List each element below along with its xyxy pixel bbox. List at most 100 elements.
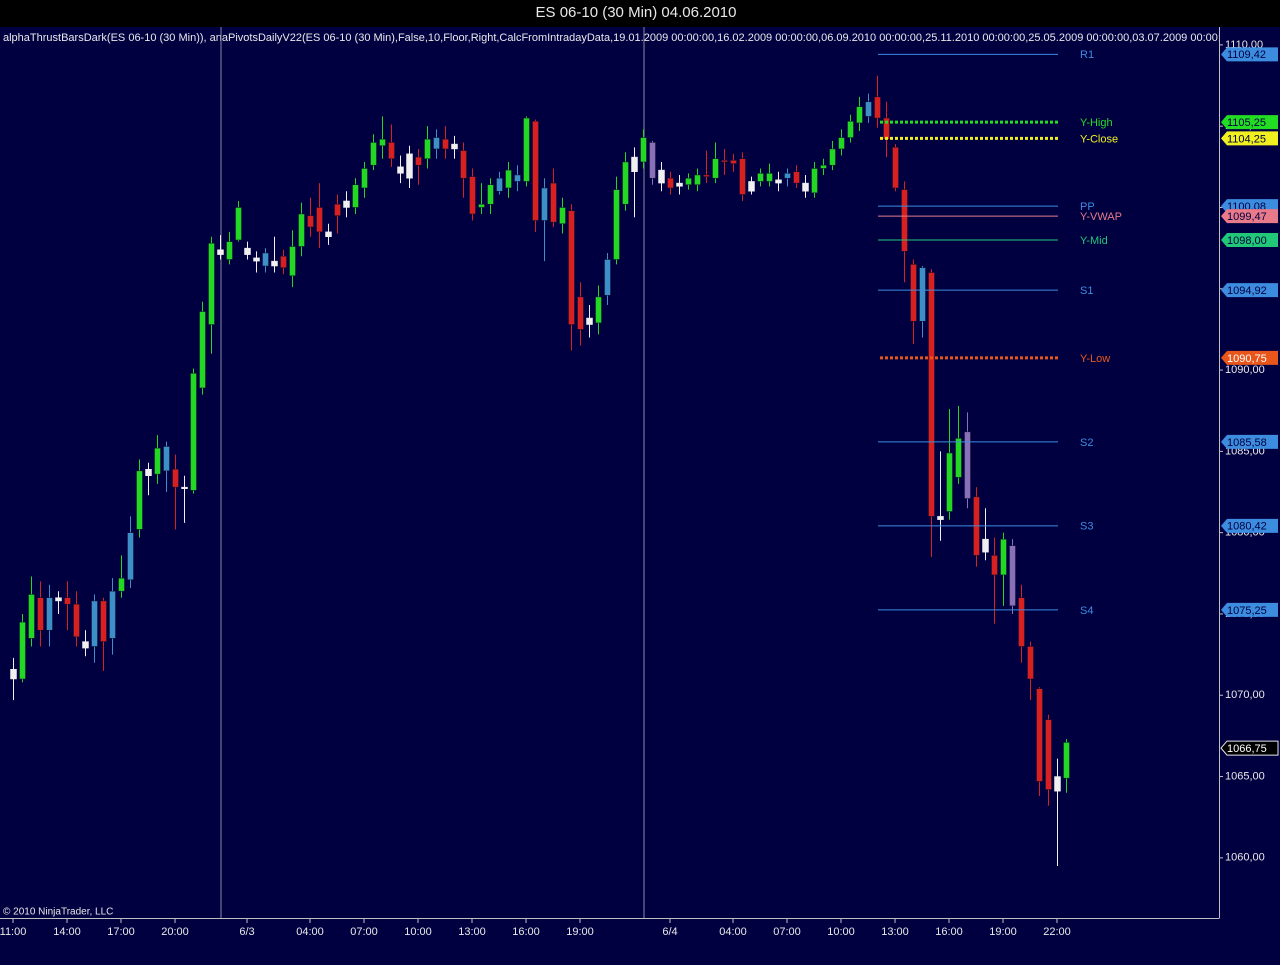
candle-body (379, 138, 386, 146)
x-tick-label: 07:00 (350, 926, 378, 938)
candle-body (1063, 742, 1070, 779)
candle-body (829, 148, 836, 166)
candle-body (298, 213, 305, 247)
price-tag-label: 1105,25 (1227, 117, 1266, 129)
price-tag (1221, 518, 1278, 533)
candle-body (244, 247, 251, 255)
candle-body (577, 296, 584, 330)
candle-body (568, 210, 575, 325)
candle-body (262, 252, 269, 267)
candle-body (964, 431, 971, 499)
candle-body (604, 259, 611, 296)
price-tag-label: 1075,25 (1227, 605, 1267, 617)
candle-body (982, 538, 989, 553)
price-tag (1221, 209, 1278, 224)
candle-body (190, 373, 197, 491)
candle-body (478, 203, 485, 208)
candle-body (199, 311, 206, 389)
candle-body (100, 600, 107, 642)
candle-body (649, 142, 656, 179)
candle-body (811, 168, 818, 194)
price-tag-label: 1109,42 (1227, 49, 1266, 61)
price-tag (1221, 434, 1278, 449)
price-tag-label: 1085,58 (1227, 437, 1267, 449)
x-tick-label: 04:00 (296, 926, 324, 938)
candle-body (532, 121, 539, 221)
candle-body (910, 264, 917, 322)
candle-body (271, 260, 278, 267)
candle-body (109, 590, 116, 639)
pivot-label: Y-VWAP (1080, 211, 1122, 223)
candle-body (712, 158, 719, 179)
candle-body (226, 241, 233, 260)
candle-body (586, 317, 593, 325)
candle-body (865, 101, 872, 117)
candle-body (46, 597, 53, 631)
x-tick-label: 6/4 (662, 926, 677, 938)
pivot-label: S1 (1080, 285, 1093, 297)
price-tag-label: 1104,25 (1227, 133, 1266, 145)
candle-body (748, 181, 755, 192)
x-tick-label: 20:00 (161, 926, 189, 938)
candle-body (613, 189, 620, 260)
candle-body (127, 532, 134, 581)
candle-body (703, 174, 710, 177)
candle-body (307, 215, 314, 228)
candle-body (631, 156, 638, 172)
candle-body (145, 468, 152, 477)
y-tick-label: 1065,00 (1225, 770, 1265, 782)
x-tick-label: 07:00 (773, 926, 801, 938)
title-bar (0, 0, 1280, 27)
candle-body (163, 446, 170, 472)
x-tick-label: 13:00 (881, 926, 909, 938)
candle-body (505, 169, 512, 189)
price-tag (1221, 283, 1278, 298)
candle-body (91, 600, 98, 647)
candle-body (415, 156, 422, 166)
candle-body (676, 182, 683, 187)
candle-body (775, 179, 782, 184)
candle-body (541, 187, 548, 221)
candle-body (667, 177, 674, 189)
candle-body (64, 597, 71, 605)
candle-body (253, 257, 260, 262)
copyright: © 2010 NinjaTrader, LLC (3, 907, 113, 918)
candle-body (136, 470, 143, 530)
x-tick-label: 10:00 (404, 926, 432, 938)
candle-body (856, 106, 863, 124)
pivot-label: R1 (1080, 49, 1094, 61)
candle-body (154, 447, 161, 475)
candle-body (784, 173, 791, 179)
candle-body (19, 621, 26, 680)
candle-body (424, 138, 431, 159)
candle-body (460, 150, 467, 179)
candle-body (496, 177, 503, 192)
candle-body (901, 189, 908, 252)
candle-body (739, 158, 746, 195)
price-tag (1221, 47, 1278, 62)
price-tag-label: 1094,92 (1227, 285, 1267, 297)
candle-body (991, 555, 998, 576)
candle-body (730, 160, 737, 164)
candle-body (397, 166, 404, 174)
candle-body (955, 438, 962, 478)
candle-body (442, 138, 449, 150)
x-tick-label: 04:00 (719, 926, 747, 938)
candle-body (523, 117, 530, 182)
candle-body (352, 184, 359, 208)
x-tick-label: 10:00 (827, 926, 855, 938)
price-tag (1221, 602, 1278, 617)
candle-body (1054, 776, 1061, 792)
candle-body (334, 203, 341, 216)
x-tick-label: 16:00 (935, 926, 963, 938)
candle-body (343, 200, 350, 208)
x-tick-label: 11:00 (0, 926, 26, 938)
candle-body (280, 256, 287, 268)
price-tag-label: 1098,00 (1227, 235, 1267, 247)
price-tag-label: 1099,47 (1227, 211, 1267, 223)
price-tag (1221, 115, 1278, 130)
chart-title: ES 06-10 (30 Min) 04.06.2010 (536, 4, 737, 21)
candle-body (208, 242, 215, 325)
